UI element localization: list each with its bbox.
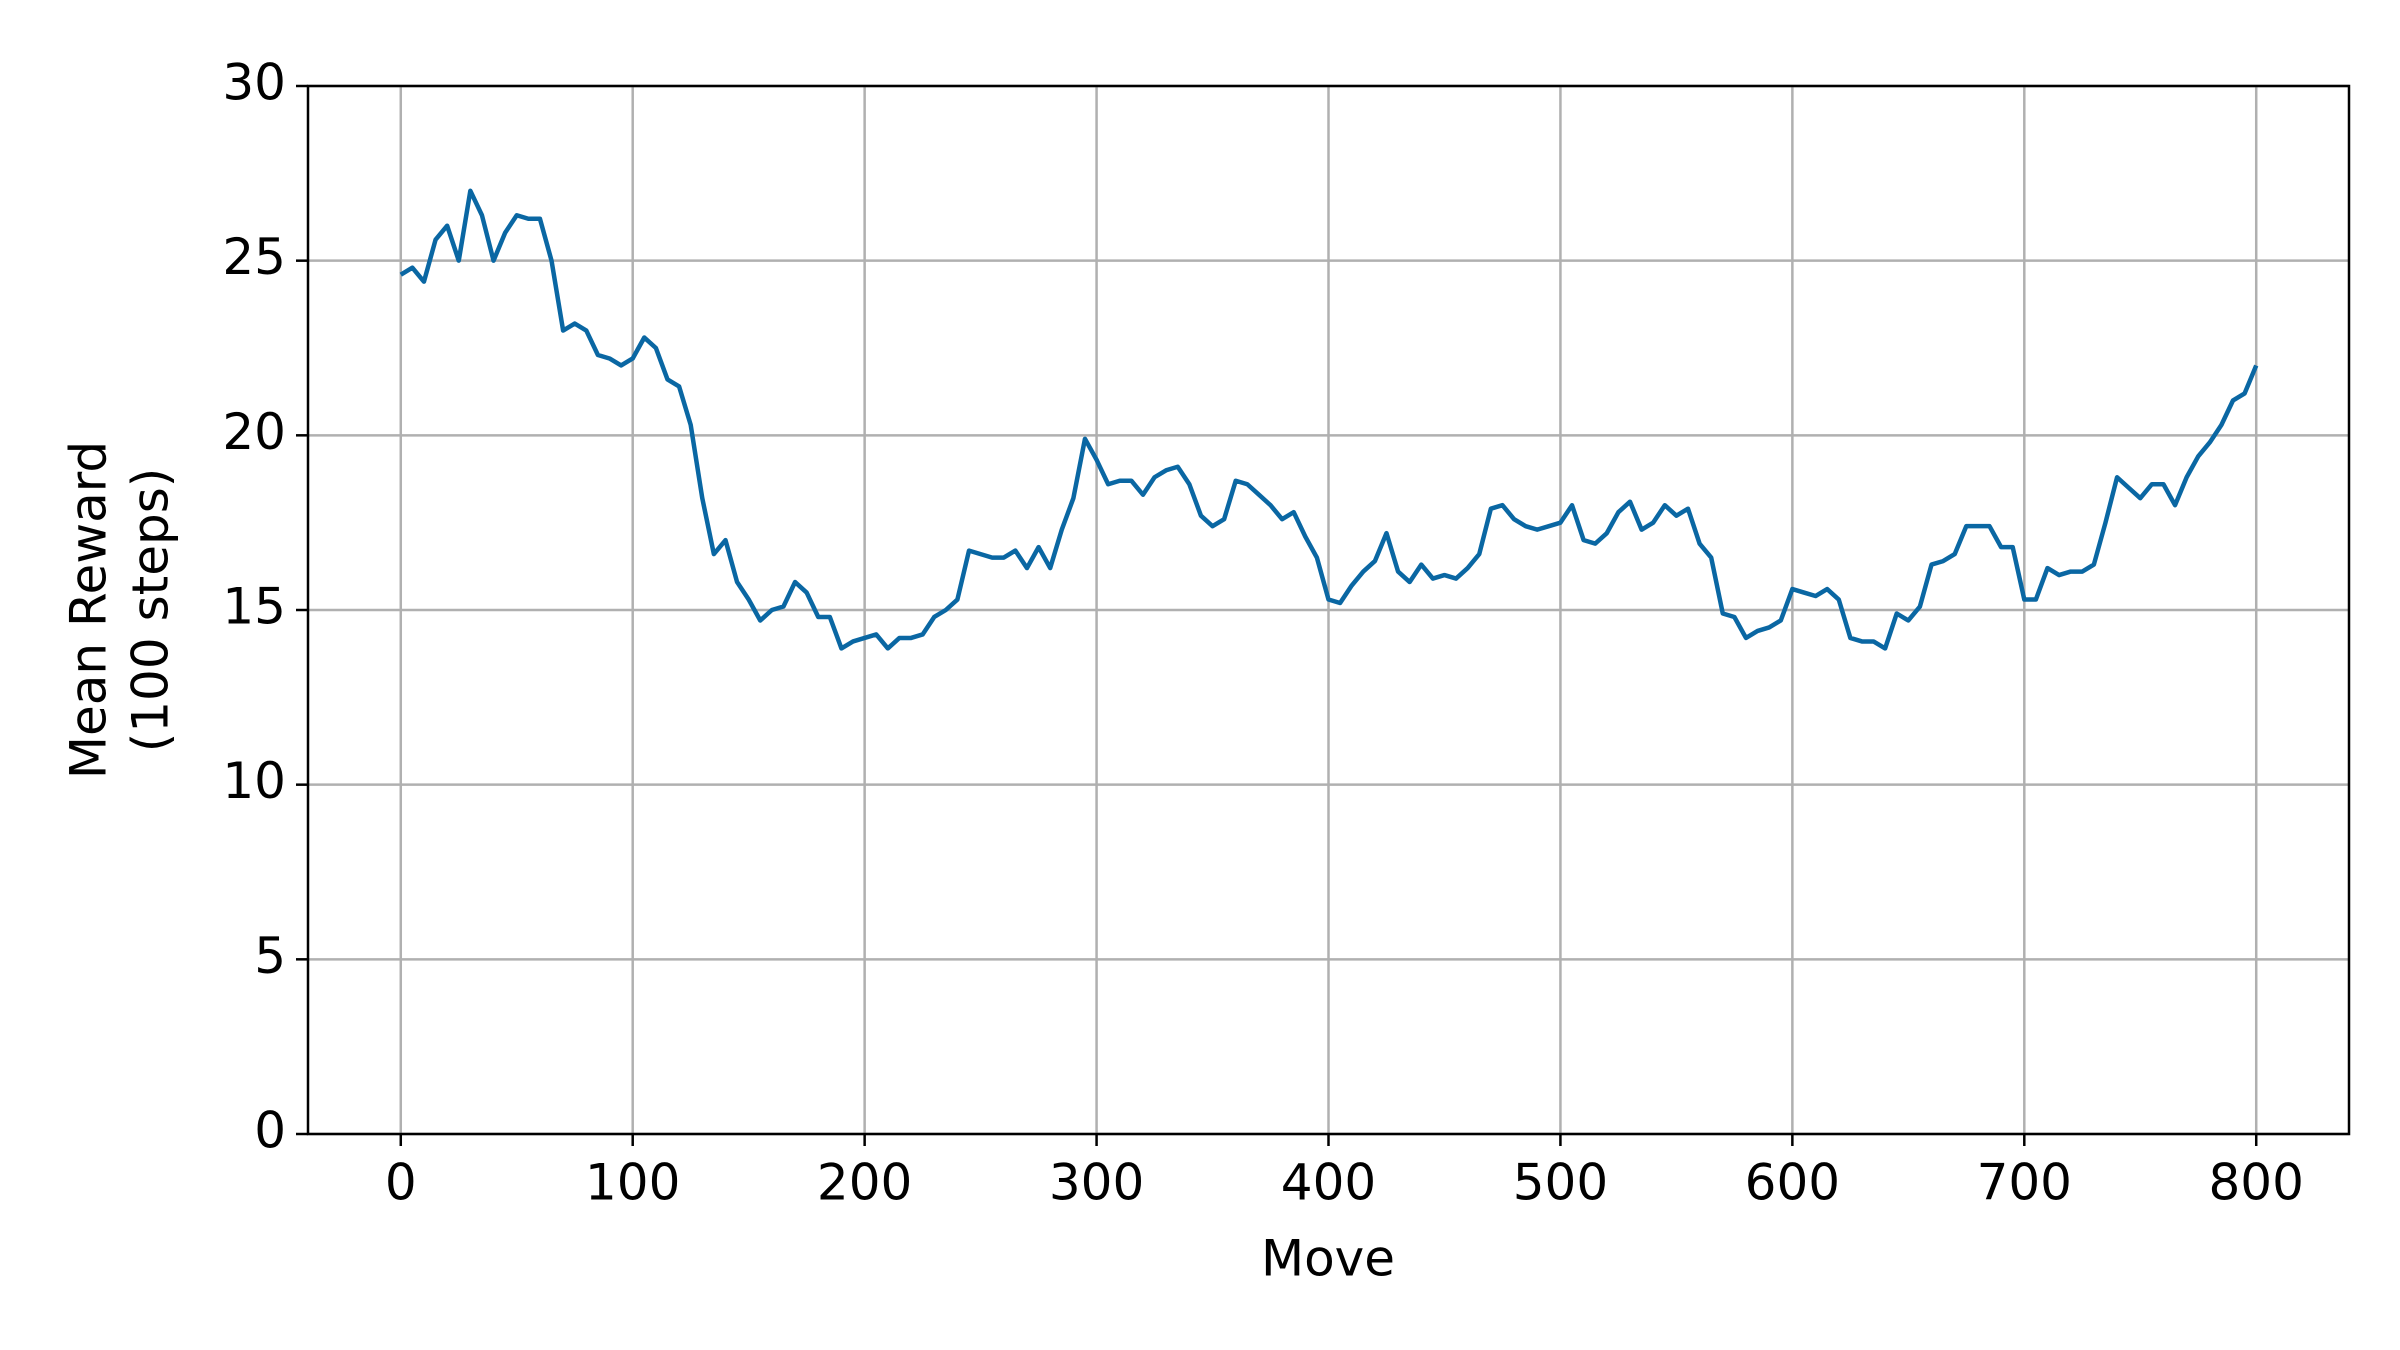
x-axis-label: Move — [1261, 1230, 1395, 1288]
plot-frame — [306, 84, 2351, 1136]
x-tick-label: 600 — [1745, 1154, 1840, 1212]
y-tick-label: 0 — [254, 1102, 286, 1160]
y-tick-label: 10 — [222, 752, 286, 810]
y-tick-label: 20 — [222, 403, 286, 461]
x-tick-label: 400 — [1281, 1154, 1376, 1212]
y-tick-label: 5 — [254, 927, 286, 985]
y-tick-label: 15 — [222, 578, 286, 636]
x-tick-label: 0 — [385, 1154, 417, 1212]
y-tick-label: 30 — [222, 54, 286, 112]
x-tick-label: 100 — [585, 1154, 680, 1212]
x-tick-label: 500 — [1513, 1154, 1608, 1212]
x-tick-label: 700 — [1977, 1154, 2072, 1212]
x-tick-label: 300 — [1049, 1154, 1144, 1212]
y-axis-label: (100 steps) — [122, 468, 180, 753]
y-axis-label: Mean Reward — [60, 441, 118, 779]
y-tick-label: 25 — [222, 228, 286, 286]
x-tick-label: 800 — [2209, 1154, 2304, 1212]
x-tick-label: 200 — [817, 1154, 912, 1212]
data-line — [399, 188, 2259, 651]
